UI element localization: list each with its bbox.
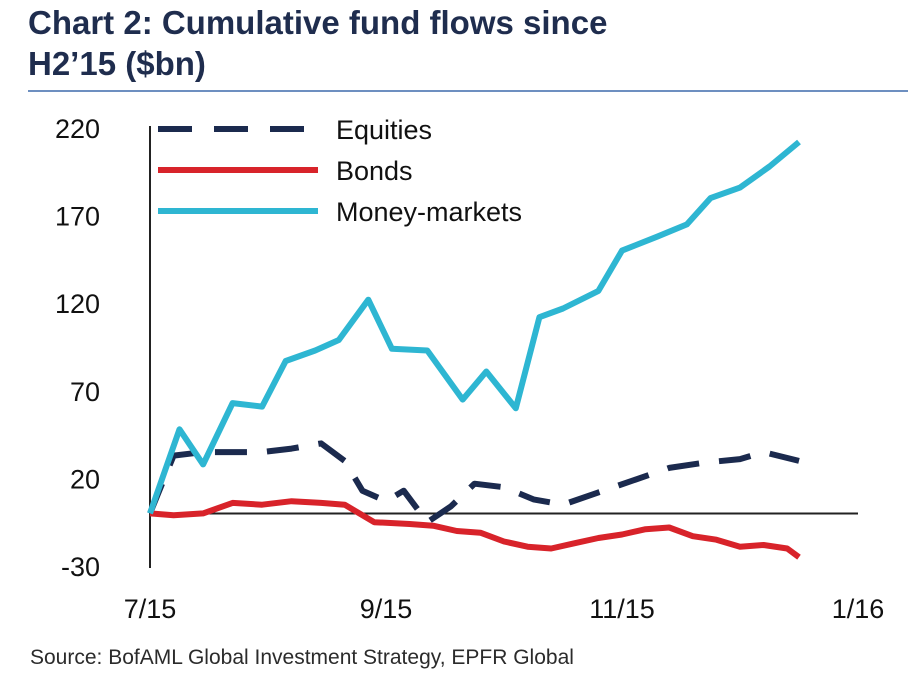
series-line-bonds xyxy=(149,498,801,560)
x-tick-label: 9/15 xyxy=(360,594,413,624)
y-tick-label: 220 xyxy=(55,114,100,144)
x-tick-label: 1/16 xyxy=(832,594,885,624)
legend-label-bonds: Bonds xyxy=(336,156,413,186)
chart-title: Chart 2: Cumulative fund flows since H2’… xyxy=(28,2,607,84)
y-tick-label: 70 xyxy=(70,377,100,407)
legend-label-equities: Equities xyxy=(336,115,432,145)
legend-label-money-markets: Money-markets xyxy=(336,197,522,227)
source-note: Source: BofAML Global Investment Strateg… xyxy=(30,646,574,669)
x-tick-label: 7/15 xyxy=(124,594,177,624)
series-line-equities xyxy=(147,440,800,526)
y-tick-label: 20 xyxy=(70,464,100,494)
y-tick-label: 170 xyxy=(55,202,100,232)
chart-title-line-2: H2’15 ($bn) xyxy=(28,45,206,82)
x-tick-label: 11/15 xyxy=(589,594,655,624)
title-divider xyxy=(28,90,908,92)
series-line-money-markets xyxy=(147,139,801,515)
chart-title-line-1: Chart 2: Cumulative fund flows since xyxy=(28,4,608,41)
y-tick-label: -30 xyxy=(61,552,100,582)
y-tick-label: 120 xyxy=(55,289,100,319)
